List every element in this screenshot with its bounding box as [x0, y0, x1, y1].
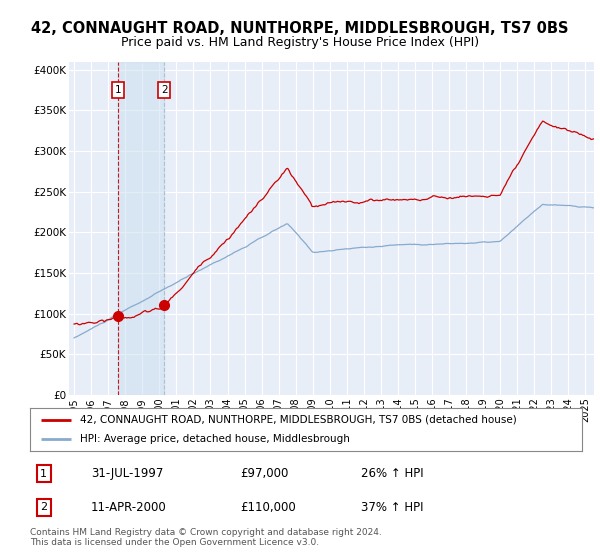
- Text: 42, CONNAUGHT ROAD, NUNTHORPE, MIDDLESBROUGH, TS7 0BS: 42, CONNAUGHT ROAD, NUNTHORPE, MIDDLESBR…: [31, 21, 569, 36]
- Text: £110,000: £110,000: [240, 501, 296, 514]
- Text: 2: 2: [161, 85, 167, 95]
- Text: 42, CONNAUGHT ROAD, NUNTHORPE, MIDDLESBROUGH, TS7 0BS (detached house): 42, CONNAUGHT ROAD, NUNTHORPE, MIDDLESBR…: [80, 415, 517, 424]
- Text: 1: 1: [115, 85, 121, 95]
- Bar: [118, 62, 164, 395]
- Text: 31-JUL-1997: 31-JUL-1997: [91, 467, 163, 480]
- Text: Price paid vs. HM Land Registry's House Price Index (HPI): Price paid vs. HM Land Registry's House …: [121, 36, 479, 49]
- Text: 26% ↑ HPI: 26% ↑ HPI: [361, 467, 424, 480]
- Text: Contains HM Land Registry data © Crown copyright and database right 2024.
This d: Contains HM Land Registry data © Crown c…: [30, 528, 382, 547]
- Text: 37% ↑ HPI: 37% ↑ HPI: [361, 501, 424, 514]
- Text: 11-APR-2000: 11-APR-2000: [91, 501, 166, 514]
- Text: £97,000: £97,000: [240, 467, 288, 480]
- Text: 2: 2: [40, 502, 47, 512]
- Text: 1: 1: [40, 469, 47, 479]
- Text: HPI: Average price, detached house, Middlesbrough: HPI: Average price, detached house, Midd…: [80, 435, 350, 444]
